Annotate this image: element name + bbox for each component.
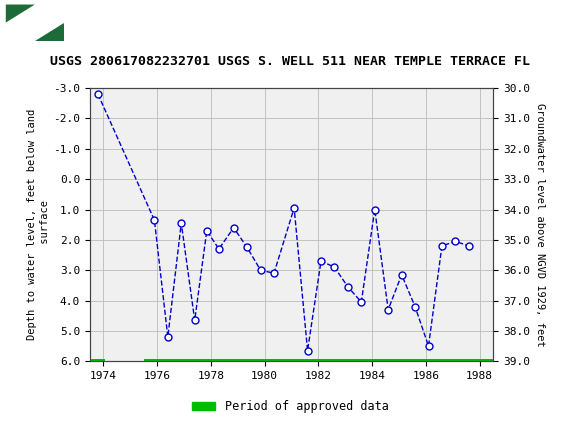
Polygon shape [35,22,64,41]
Bar [6,4,64,41]
Polygon shape [6,4,35,22]
Bar [90,359,104,363]
Y-axis label: Depth to water level, feet below land
 surface: Depth to water level, feet below land su… [27,109,50,340]
Y-axis label: Groundwater level above NGVD 1929, feet: Groundwater level above NGVD 1929, feet [535,103,545,347]
Legend: Period of approved data: Period of approved data [187,395,393,418]
Text: USGS 280617082232701 USGS S. WELL 511 NEAR TEMPLE TERRACE FL: USGS 280617082232701 USGS S. WELL 511 NE… [50,55,530,68]
Bar [144,359,493,363]
Text: USGS: USGS [72,14,128,31]
